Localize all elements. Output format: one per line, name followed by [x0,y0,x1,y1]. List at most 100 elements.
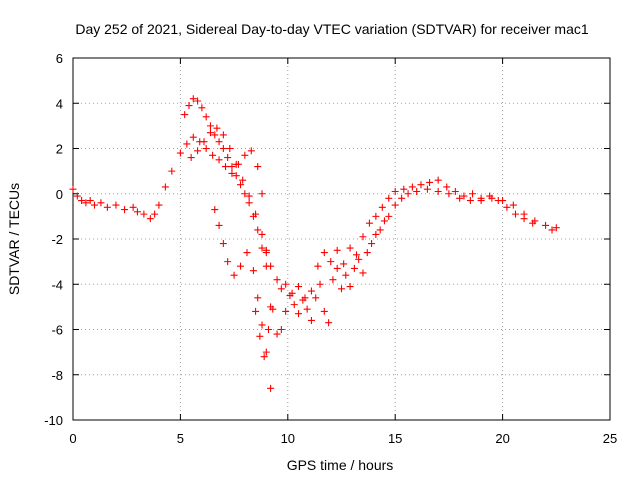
data-point [426,178,434,186]
y-axis-label: SDTVAR / TECUs [6,183,22,295]
data-point [211,131,219,139]
data-point [86,197,94,205]
data-point [241,190,249,198]
data-point [290,301,298,309]
data-point [469,190,477,198]
data-point [359,269,367,277]
data-point [213,124,221,132]
data-point [385,212,393,220]
x-tick-label: 20 [495,431,509,446]
data-point [380,217,388,225]
data-point [226,145,234,152]
data-point [477,194,485,202]
x-axis-label: GPS time / hours [287,457,394,473]
data-point [423,185,431,193]
data-point [333,264,341,272]
data-point [73,192,81,200]
data-point [368,240,376,248]
data-point [222,163,230,171]
data-point [97,199,105,207]
data-point [254,163,262,171]
data-point [140,210,148,218]
data-point [303,305,311,313]
y-tick-label: -8 [51,368,63,383]
data-point [320,249,328,257]
data-point [301,294,309,302]
data-point [224,258,232,266]
data-point [230,271,238,279]
series-trace_a [69,133,275,311]
data-point [254,226,262,234]
data-point [456,194,464,202]
data-point [282,307,290,315]
data-point [542,221,550,229]
data-point [404,190,412,198]
data-point [312,294,320,302]
data-point [258,230,266,238]
data-point [256,332,264,340]
data-point [202,145,210,152]
y-tick-label: -2 [51,232,63,247]
data-point [209,151,217,159]
data-point [434,187,442,195]
data-point [146,215,154,223]
y-tick-label: 0 [56,187,63,202]
data-point [198,104,206,112]
data-point [90,201,98,209]
y-tick-label: -10 [44,413,63,428]
data-point [307,316,315,324]
data-point [228,163,236,171]
data-point [252,210,260,218]
x-tick-label: 25 [603,431,617,446]
data-point [372,230,380,238]
data-point [237,262,245,270]
grid-lines [73,58,610,420]
data-point [329,276,337,284]
data-point [189,133,197,141]
data-point [211,206,219,214]
data-point [400,185,408,193]
data-point [121,206,129,214]
data-point [346,283,354,291]
data-point [254,294,262,302]
data-point [133,208,141,216]
data-point [155,201,163,209]
data-point [333,246,341,254]
data-point [215,221,223,229]
data-point [267,384,275,392]
data-point [413,187,421,195]
data-point [503,203,511,211]
data-point [241,151,249,159]
data-point [320,307,328,315]
series-trace_e [252,185,560,361]
data-point [277,285,285,293]
data-point [451,187,459,195]
x-tick-label: 10 [281,431,295,446]
data-point [264,326,272,333]
data-point [112,201,120,209]
data-point [365,219,373,227]
data-point [206,129,214,137]
data-point [69,185,77,193]
data-point [288,289,296,297]
data-point [385,194,393,202]
data-point [249,267,257,275]
data-point [552,224,560,232]
data-point [520,215,528,223]
data-point [340,260,348,268]
data-point [529,219,537,227]
series-trace_c [187,124,275,270]
data-point [359,233,367,241]
data-point [509,201,517,209]
series-trace_f [273,176,537,302]
data-point [103,203,111,211]
data-point [548,226,556,234]
data-point [417,181,425,189]
chart-title: Day 252 of 2021, Sidereal Day-to-day VTE… [75,21,588,37]
data-point [494,197,502,205]
data-point [267,262,275,270]
x-tick-label: 0 [69,431,76,446]
data-point [258,321,266,329]
data-point [245,199,253,207]
data-point [372,212,380,220]
